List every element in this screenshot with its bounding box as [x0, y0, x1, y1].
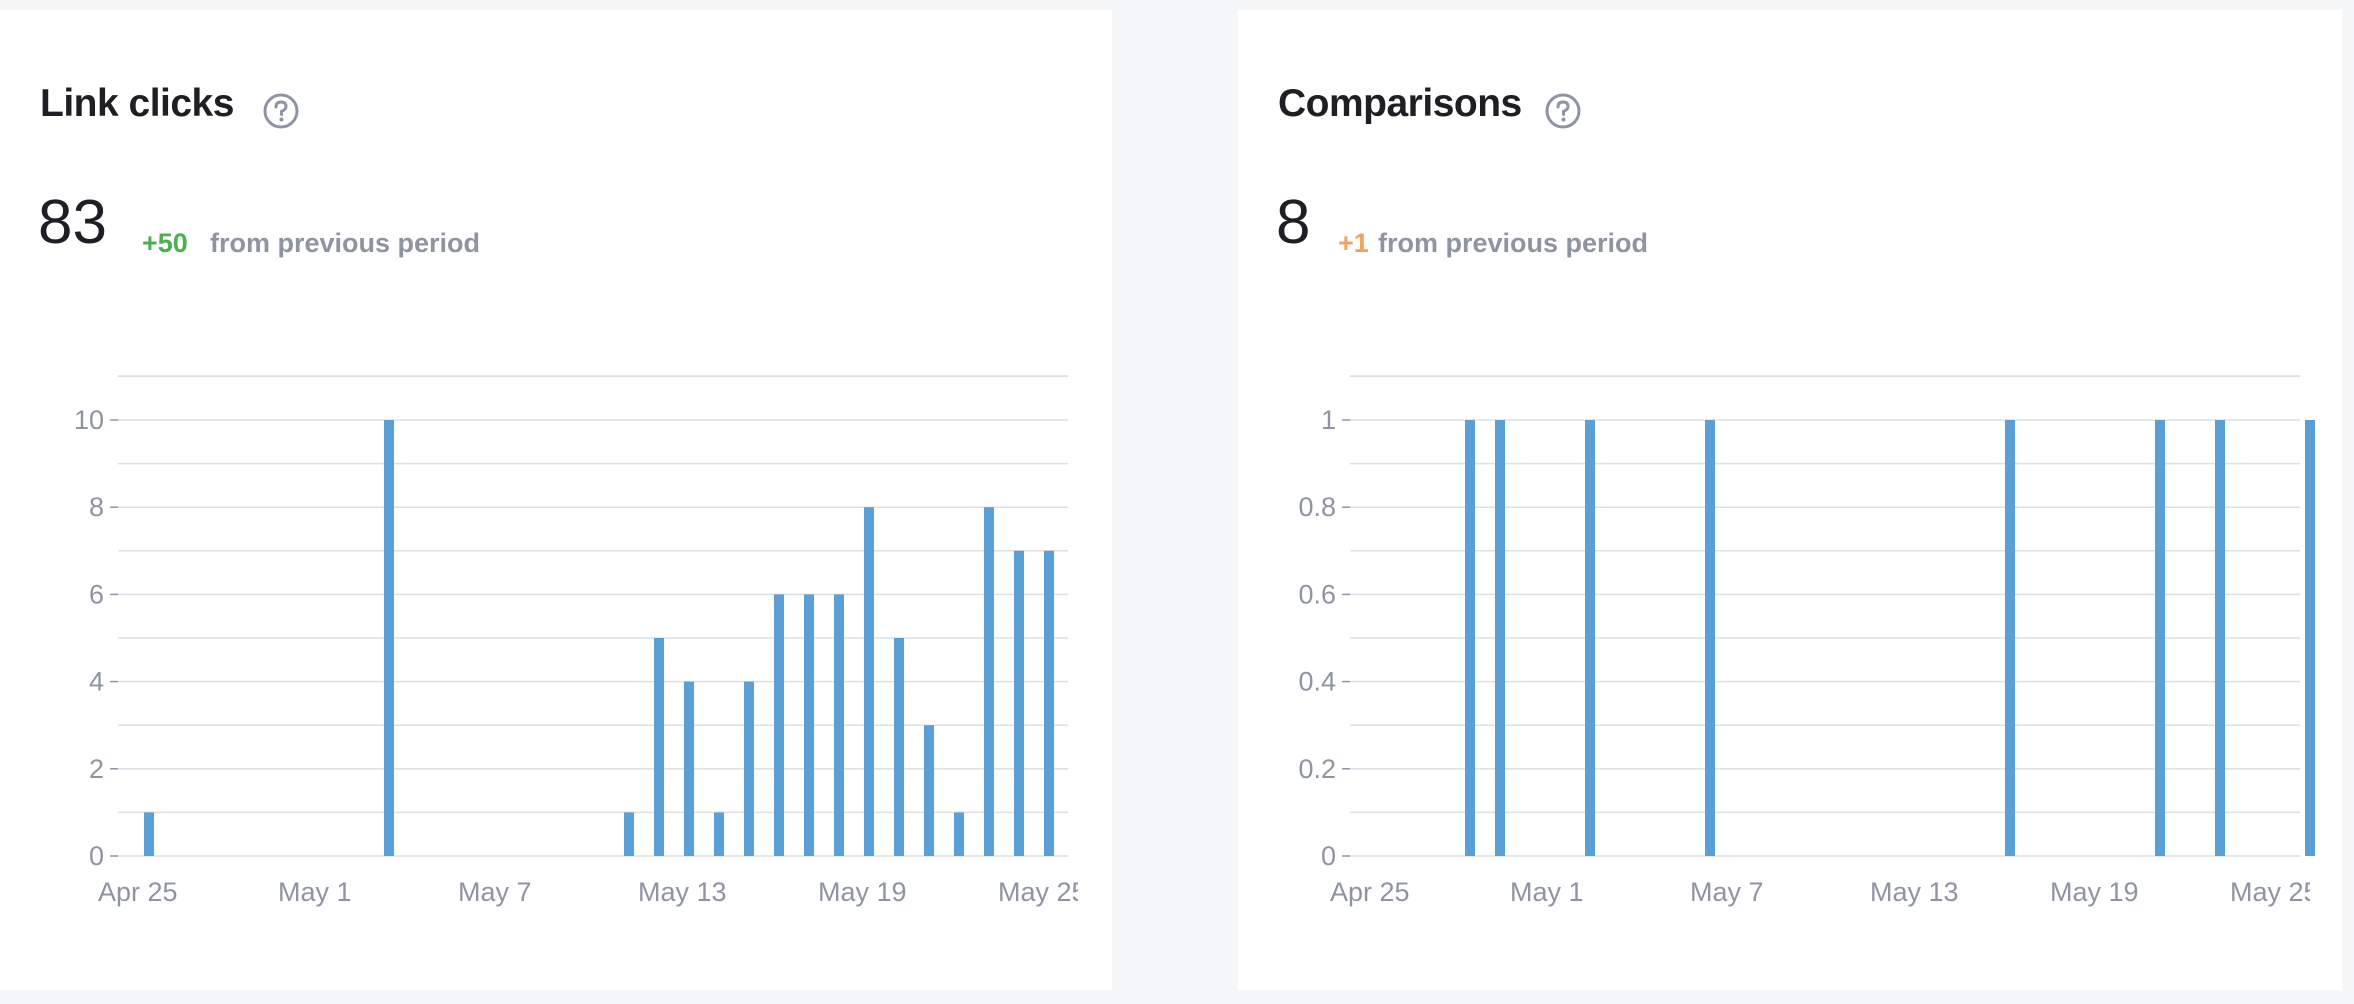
- gridlines: [1350, 375, 2300, 857]
- bar[interactable]: [2215, 420, 2225, 856]
- x-tick-label: May 7: [1690, 877, 1764, 907]
- link-clicks-card: Link clicks 83 +50 from previous period …: [0, 10, 1112, 990]
- x-tick-label: Apr 25: [1330, 877, 1410, 907]
- y-tick-label: 2: [89, 754, 104, 784]
- bar[interactable]: [804, 594, 814, 856]
- link-clicks-chart: 0 2 4 6 8 10 Apr 25 May 1 May 7 May 13 May 19 May 2…: [74, 375, 1087, 907]
- metric-value: 8: [1276, 188, 1311, 257]
- bar[interactable]: [1044, 550, 1054, 856]
- x-tick-label: Apr 25: [98, 877, 178, 907]
- x-tick-label: May 13: [638, 877, 727, 907]
- y-tick-label: 4: [89, 667, 104, 697]
- bar[interactable]: [2155, 420, 2165, 856]
- y-tick-label: 10: [74, 405, 104, 435]
- bar[interactable]: [954, 812, 964, 856]
- y-tick-label: 0: [1321, 841, 1336, 871]
- y-tick-label: 8: [89, 492, 104, 522]
- bar[interactable]: [2305, 420, 2315, 856]
- bar[interactable]: [1014, 550, 1024, 856]
- x-tick-label: May 25: [998, 877, 1087, 907]
- bar[interactable]: [384, 420, 394, 856]
- bars: [144, 420, 1054, 856]
- bar[interactable]: [654, 638, 664, 856]
- metric-value: 83: [38, 188, 107, 257]
- bar[interactable]: [2005, 420, 2015, 856]
- card-title: Comparisons: [1278, 82, 1522, 125]
- y-tick-label: 0: [89, 841, 104, 871]
- bar[interactable]: [714, 812, 724, 856]
- x-tick-label: May 1: [1510, 877, 1584, 907]
- bar[interactable]: [1465, 420, 1475, 856]
- y-tick-label: 6: [89, 579, 104, 609]
- card-title: Link clicks: [40, 82, 234, 125]
- bar[interactable]: [924, 725, 934, 856]
- x-tick-label: May 25: [2230, 877, 2319, 907]
- bar[interactable]: [984, 507, 994, 856]
- comparisons-chart: 0 0.2 0.4 0.6 0.8 1 Apr 25 May 1 May 7 May 13 May …: [1298, 375, 2319, 907]
- delta-caption: from previous period: [210, 228, 481, 258]
- bar[interactable]: [684, 681, 694, 856]
- x-tick-label: May 1: [278, 877, 352, 907]
- y-tick-label: 0.2: [1298, 754, 1336, 784]
- bar[interactable]: [624, 812, 634, 856]
- x-tick-label: May 7: [458, 877, 532, 907]
- x-tick-label: May 19: [2050, 877, 2139, 907]
- bar[interactable]: [894, 638, 904, 856]
- bar[interactable]: [1585, 420, 1595, 856]
- bar[interactable]: [1705, 420, 1715, 856]
- bar[interactable]: [834, 594, 844, 856]
- delta-caption: from previous period: [1378, 228, 1649, 258]
- y-tick-label: 1: [1321, 405, 1336, 435]
- bar[interactable]: [744, 681, 754, 856]
- y-tick-label: 0.8: [1298, 492, 1336, 522]
- x-tick-label: May 19: [818, 877, 907, 907]
- question-circle-icon[interactable]: [262, 92, 300, 130]
- question-circle-icon[interactable]: [1544, 92, 1582, 130]
- bar[interactable]: [864, 507, 874, 856]
- gridlines: [118, 375, 1068, 857]
- delta-value: +1: [1338, 228, 1369, 258]
- bar[interactable]: [774, 594, 784, 856]
- bar[interactable]: [1495, 420, 1505, 856]
- y-tick-label: 0.4: [1298, 667, 1336, 697]
- y-tick-label: 0.6: [1298, 579, 1336, 609]
- bars: [1465, 420, 2315, 856]
- delta-value: +50: [142, 228, 188, 258]
- x-tick-label: May 13: [1870, 877, 1959, 907]
- bar[interactable]: [144, 812, 154, 856]
